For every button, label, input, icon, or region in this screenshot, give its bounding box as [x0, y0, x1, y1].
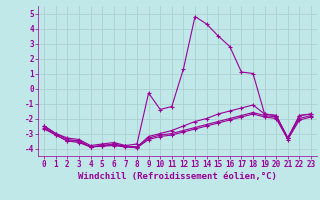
X-axis label: Windchill (Refroidissement éolien,°C): Windchill (Refroidissement éolien,°C): [78, 172, 277, 181]
